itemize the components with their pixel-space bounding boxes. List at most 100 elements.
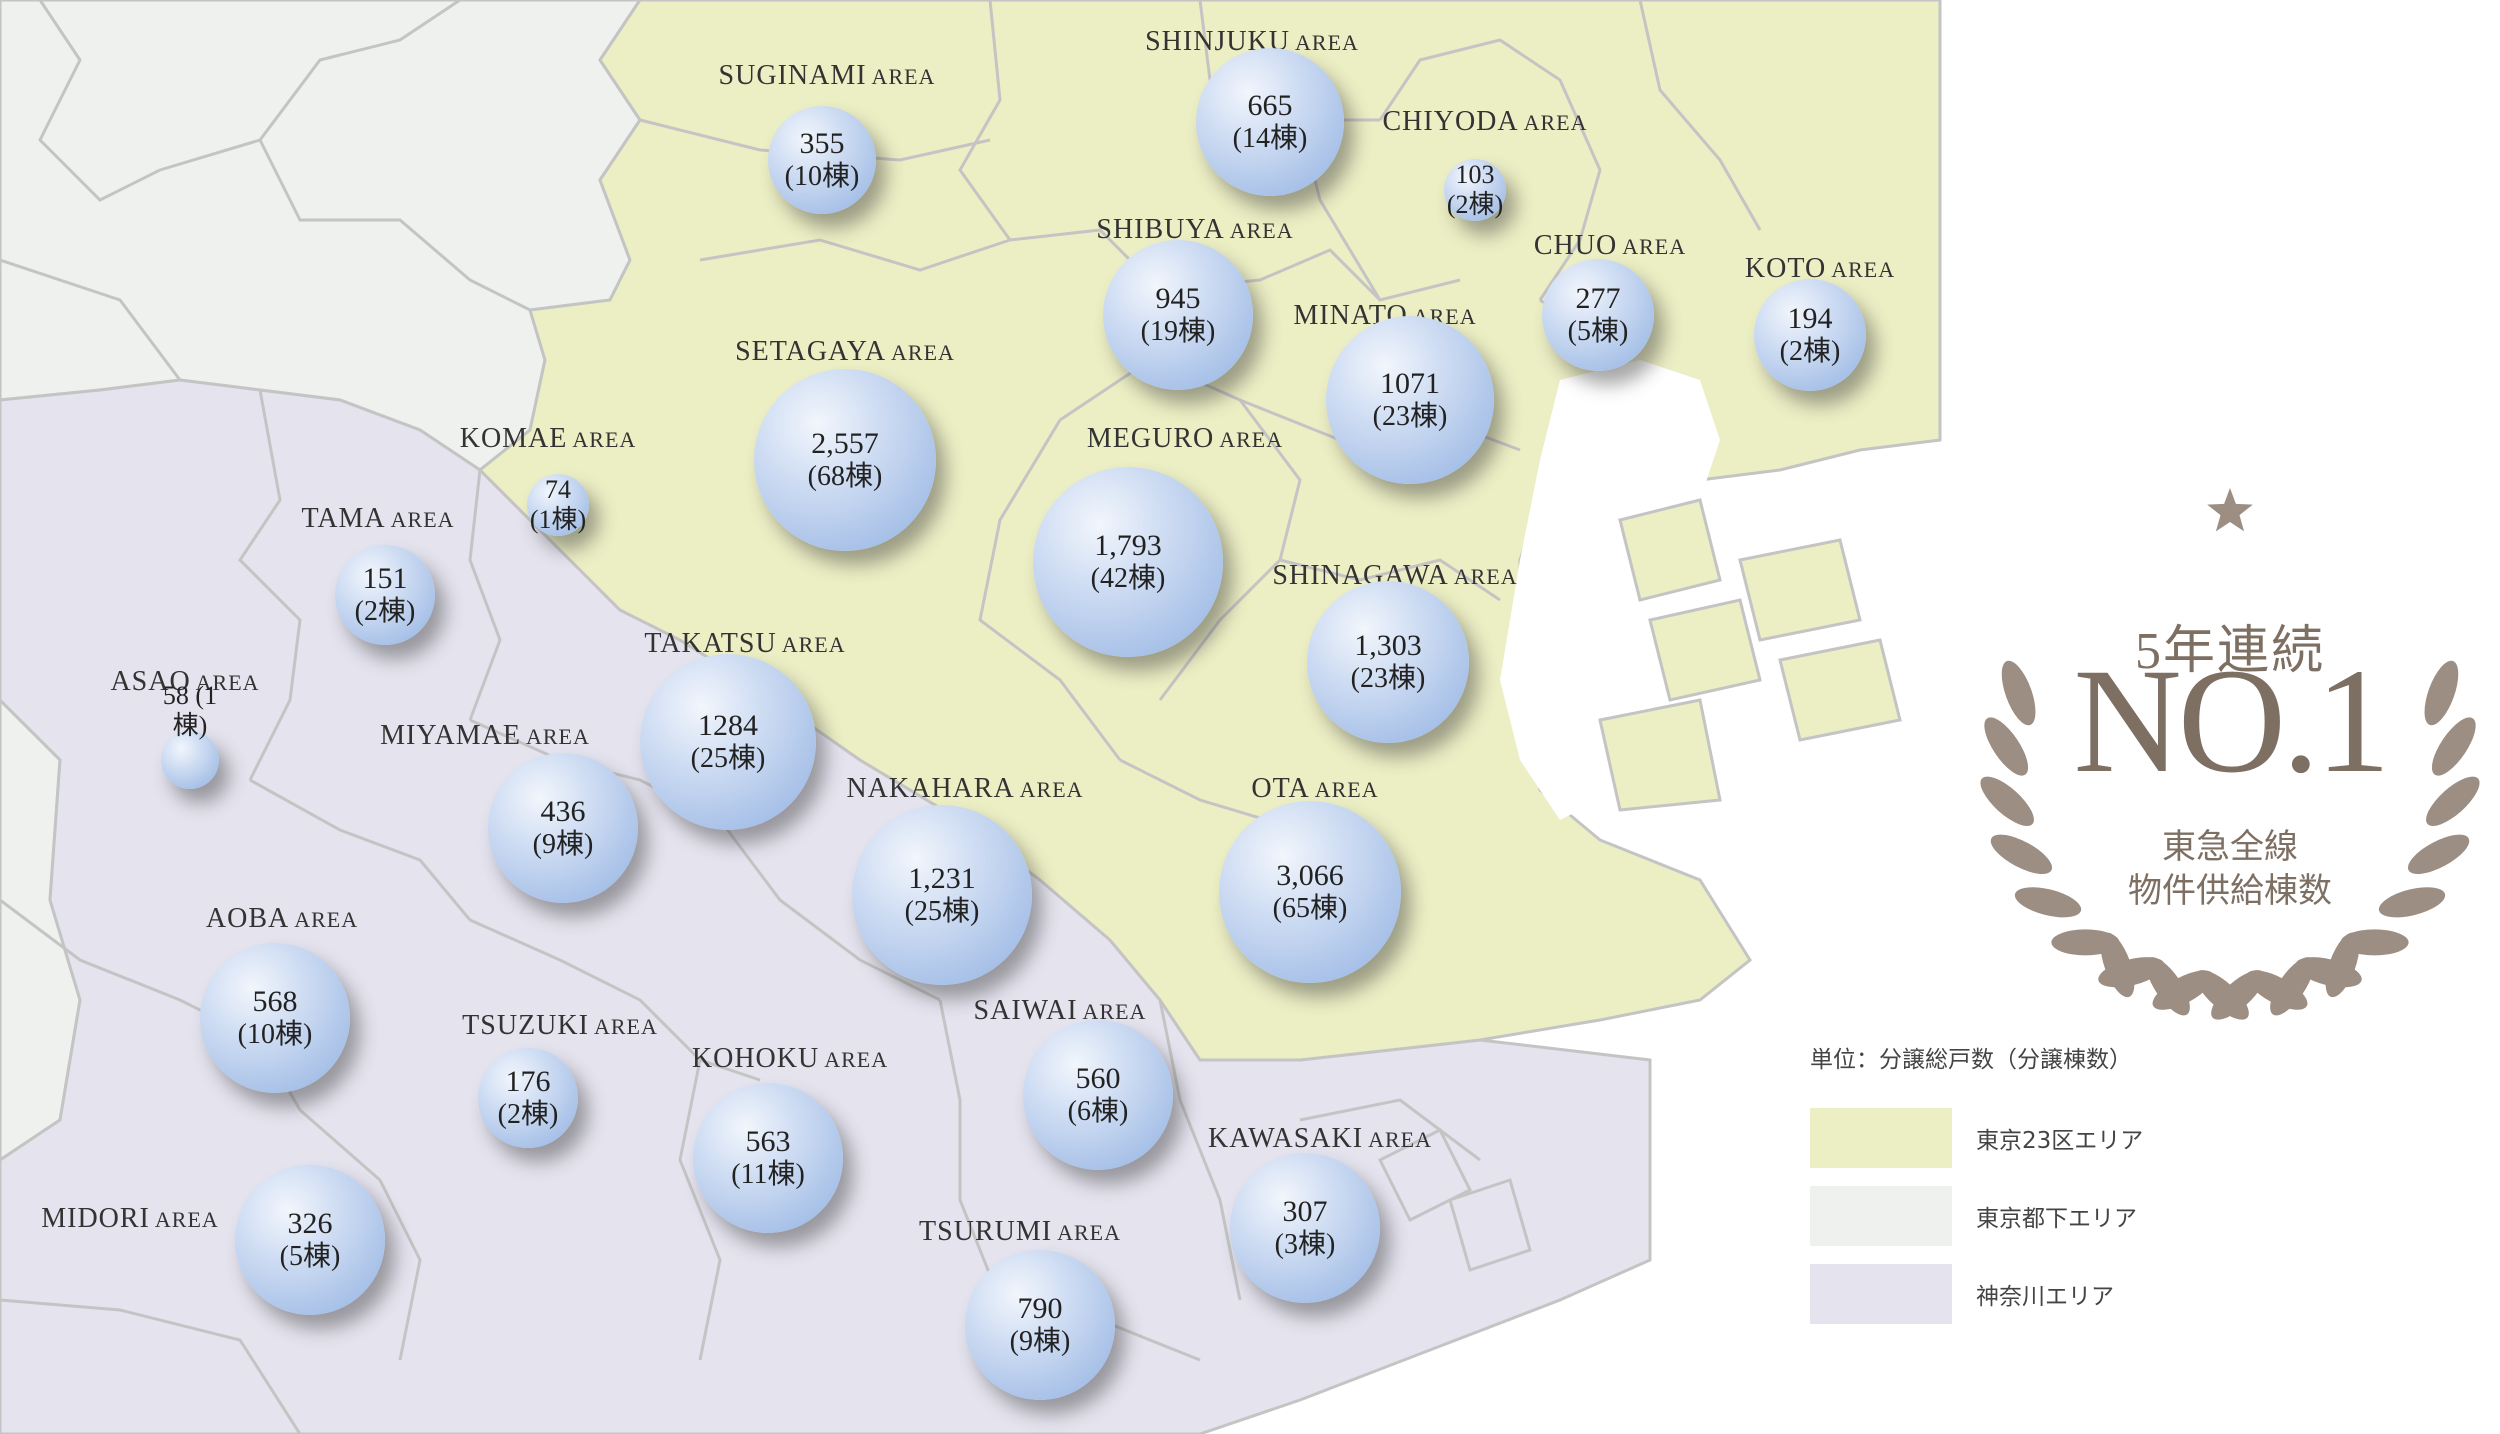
area-label-suginami: SUGINAMI AREA [719, 62, 936, 90]
bubble-setagaya: 2,557 (68棟) [754, 369, 936, 551]
bubble-value: 560 [1075, 1061, 1121, 1095]
bubble-count: (10棟) [237, 1019, 313, 1051]
laurel-leaf [2014, 887, 2082, 918]
bubble-value: 277 [1575, 281, 1621, 315]
bubble-value: 436 [540, 794, 586, 828]
laurel-leaf [2100, 932, 2135, 998]
area-label-kawasaki: KAWASAKI AREA [1208, 1125, 1432, 1153]
area-suffix: AREA [781, 632, 846, 657]
legend-swatch-tokyo23 [1810, 1108, 1952, 1168]
area-name: CHUO [1533, 230, 1618, 261]
legend: 単位：分譲総戸数（分譲棟数） 東京23区エリア 東京都下エリア 神奈川エリア [1810, 1040, 2143, 1342]
bay-water [1500, 360, 1720, 820]
area-label-tsuzuki: TSUZUKI AREA [462, 1012, 658, 1040]
area-suffix: AREA [1523, 110, 1588, 135]
area-label-asao: ASAO AREA [110, 668, 259, 696]
laurel-award-badge [1980, 488, 2480, 1020]
bubble-count: (2棟) [497, 1099, 559, 1131]
area-suffix: AREA [390, 507, 455, 532]
area-suffix: AREA [891, 340, 955, 365]
bubble-nakahara: 1,231 (25棟) [852, 805, 1032, 985]
area-label-setagaya: SETAGAYA AREA [735, 338, 955, 366]
bubble-saiwai: 560 (6棟) [1023, 1020, 1173, 1170]
bubble-count: (5棟) [279, 1241, 341, 1273]
area-suffix: AREA [1229, 218, 1294, 243]
bubble-asao-dot [161, 731, 219, 789]
legend-swatch-kanagawa [1810, 1264, 1952, 1324]
area-label-shibuya: SHIBUYA AREA [1096, 216, 1293, 244]
area-label-komae: KOMAE AREA [460, 425, 637, 453]
bubble-kohoku: 563 (11棟) [693, 1083, 843, 1233]
area-name: SUGINAMI [718, 60, 867, 91]
laurel-leaf [2001, 660, 2036, 726]
bubble-value: 1,793 [1094, 528, 1162, 562]
bubble-count: (9棟) [1009, 1326, 1071, 1358]
area-suffix: AREA [1314, 777, 1379, 802]
bubble-count: (6棟) [1067, 1096, 1129, 1128]
area-name: KOHOKU [691, 1043, 820, 1074]
bubble-kawasaki: 307 (3棟) [1230, 1153, 1380, 1303]
area-label-koto: KOTO AREA [1745, 255, 1895, 283]
area-suffix: AREA [824, 1047, 889, 1072]
laurel-leaf [1990, 834, 2053, 874]
area-label-tama: TAMA AREA [301, 505, 454, 533]
bubble-tsuzuki: 176 (2棟) [478, 1048, 578, 1148]
bubble-count: (1棟) [529, 505, 587, 534]
bubble-value: 563 [745, 1124, 791, 1158]
bubble-tama: 151 (2棟) [335, 545, 435, 645]
area-name: CHIYODA [1382, 106, 1519, 137]
area-label-saiwai: SAIWAI AREA [974, 997, 1147, 1025]
bubble-count: (14棟) [1232, 123, 1308, 155]
bubble-komae: 74 (1棟) [527, 474, 589, 536]
bubble-value: 1071 [1380, 366, 1440, 400]
bubble-value: 194 [1787, 301, 1833, 335]
bubble-count: (11棟) [731, 1159, 805, 1191]
area-suffix: AREA [1453, 564, 1518, 589]
area-label-chuo: CHUO AREA [1534, 232, 1686, 260]
area-suffix: AREA [1368, 1127, 1432, 1152]
legend-label-tokyo-suburb: 東京都下エリア [1976, 1206, 2137, 1232]
bubble-count: (3棟) [1274, 1229, 1336, 1261]
area-label-ota: OTA AREA [1251, 775, 1378, 803]
bubble-count: (25棟) [690, 743, 766, 775]
bubble-value: 307 [1282, 1194, 1328, 1228]
bubble-count: (19棟) [1140, 316, 1216, 348]
bubble-count: (65棟) [1272, 893, 1348, 925]
bubble-count: (5棟) [1567, 316, 1629, 348]
area-label-midori: MIDORI AREA [41, 1205, 219, 1233]
area-suffix: AREA [871, 64, 936, 89]
bubble-count: (68棟) [807, 461, 883, 493]
bubble-value: 326 [287, 1206, 333, 1240]
bubble-aoba: 568 (10棟) [200, 943, 350, 1093]
bubble-value: 790 [1017, 1291, 1063, 1325]
bubble-midori: 326 (5棟) [235, 1165, 385, 1315]
area-suffix: AREA [1082, 999, 1147, 1024]
bubble-meguro: 1,793 (42棟) [1033, 467, 1223, 657]
area-name: KAWASAKI [1208, 1123, 1364, 1154]
area-name: MEGURO [1086, 423, 1215, 454]
bubble-count: (42棟) [1090, 563, 1166, 595]
bubble-miyamae: 436 (9棟) [488, 753, 638, 903]
laurel-leaf [2426, 776, 2480, 827]
laurel-leaf [2340, 929, 2409, 956]
bubble-minato: 1071 (23棟) [1326, 316, 1494, 484]
laurel-leaf [2146, 957, 2190, 1016]
area-name: TSURUMI [919, 1216, 1053, 1247]
area-name: TSUZUKI [462, 1010, 589, 1041]
bubble-value: 665 [1247, 88, 1293, 122]
area-name: OTA [1251, 773, 1310, 804]
area-suffix: AREA [1219, 427, 1284, 452]
area-name: TAMA [301, 503, 386, 534]
bubble-value: 3,066 [1276, 858, 1344, 892]
bubble-value: 568 [252, 984, 298, 1018]
bubble-value: 176 [505, 1064, 551, 1098]
bubble-takatsu: 1284 (25棟) [640, 654, 816, 830]
area-suffix: AREA [572, 427, 637, 452]
bubble-value: 103 [1455, 160, 1495, 190]
area-label-chiyoda: CHIYODA AREA [1383, 108, 1588, 136]
star-icon [2207, 488, 2253, 532]
bubble-shibuya: 945 (19棟) [1103, 240, 1253, 390]
area-name: MIYAMAE [380, 720, 521, 751]
legend-row-tokyo23: 東京23区エリア [1810, 1108, 2143, 1168]
area-name: MIDORI [41, 1203, 150, 1234]
